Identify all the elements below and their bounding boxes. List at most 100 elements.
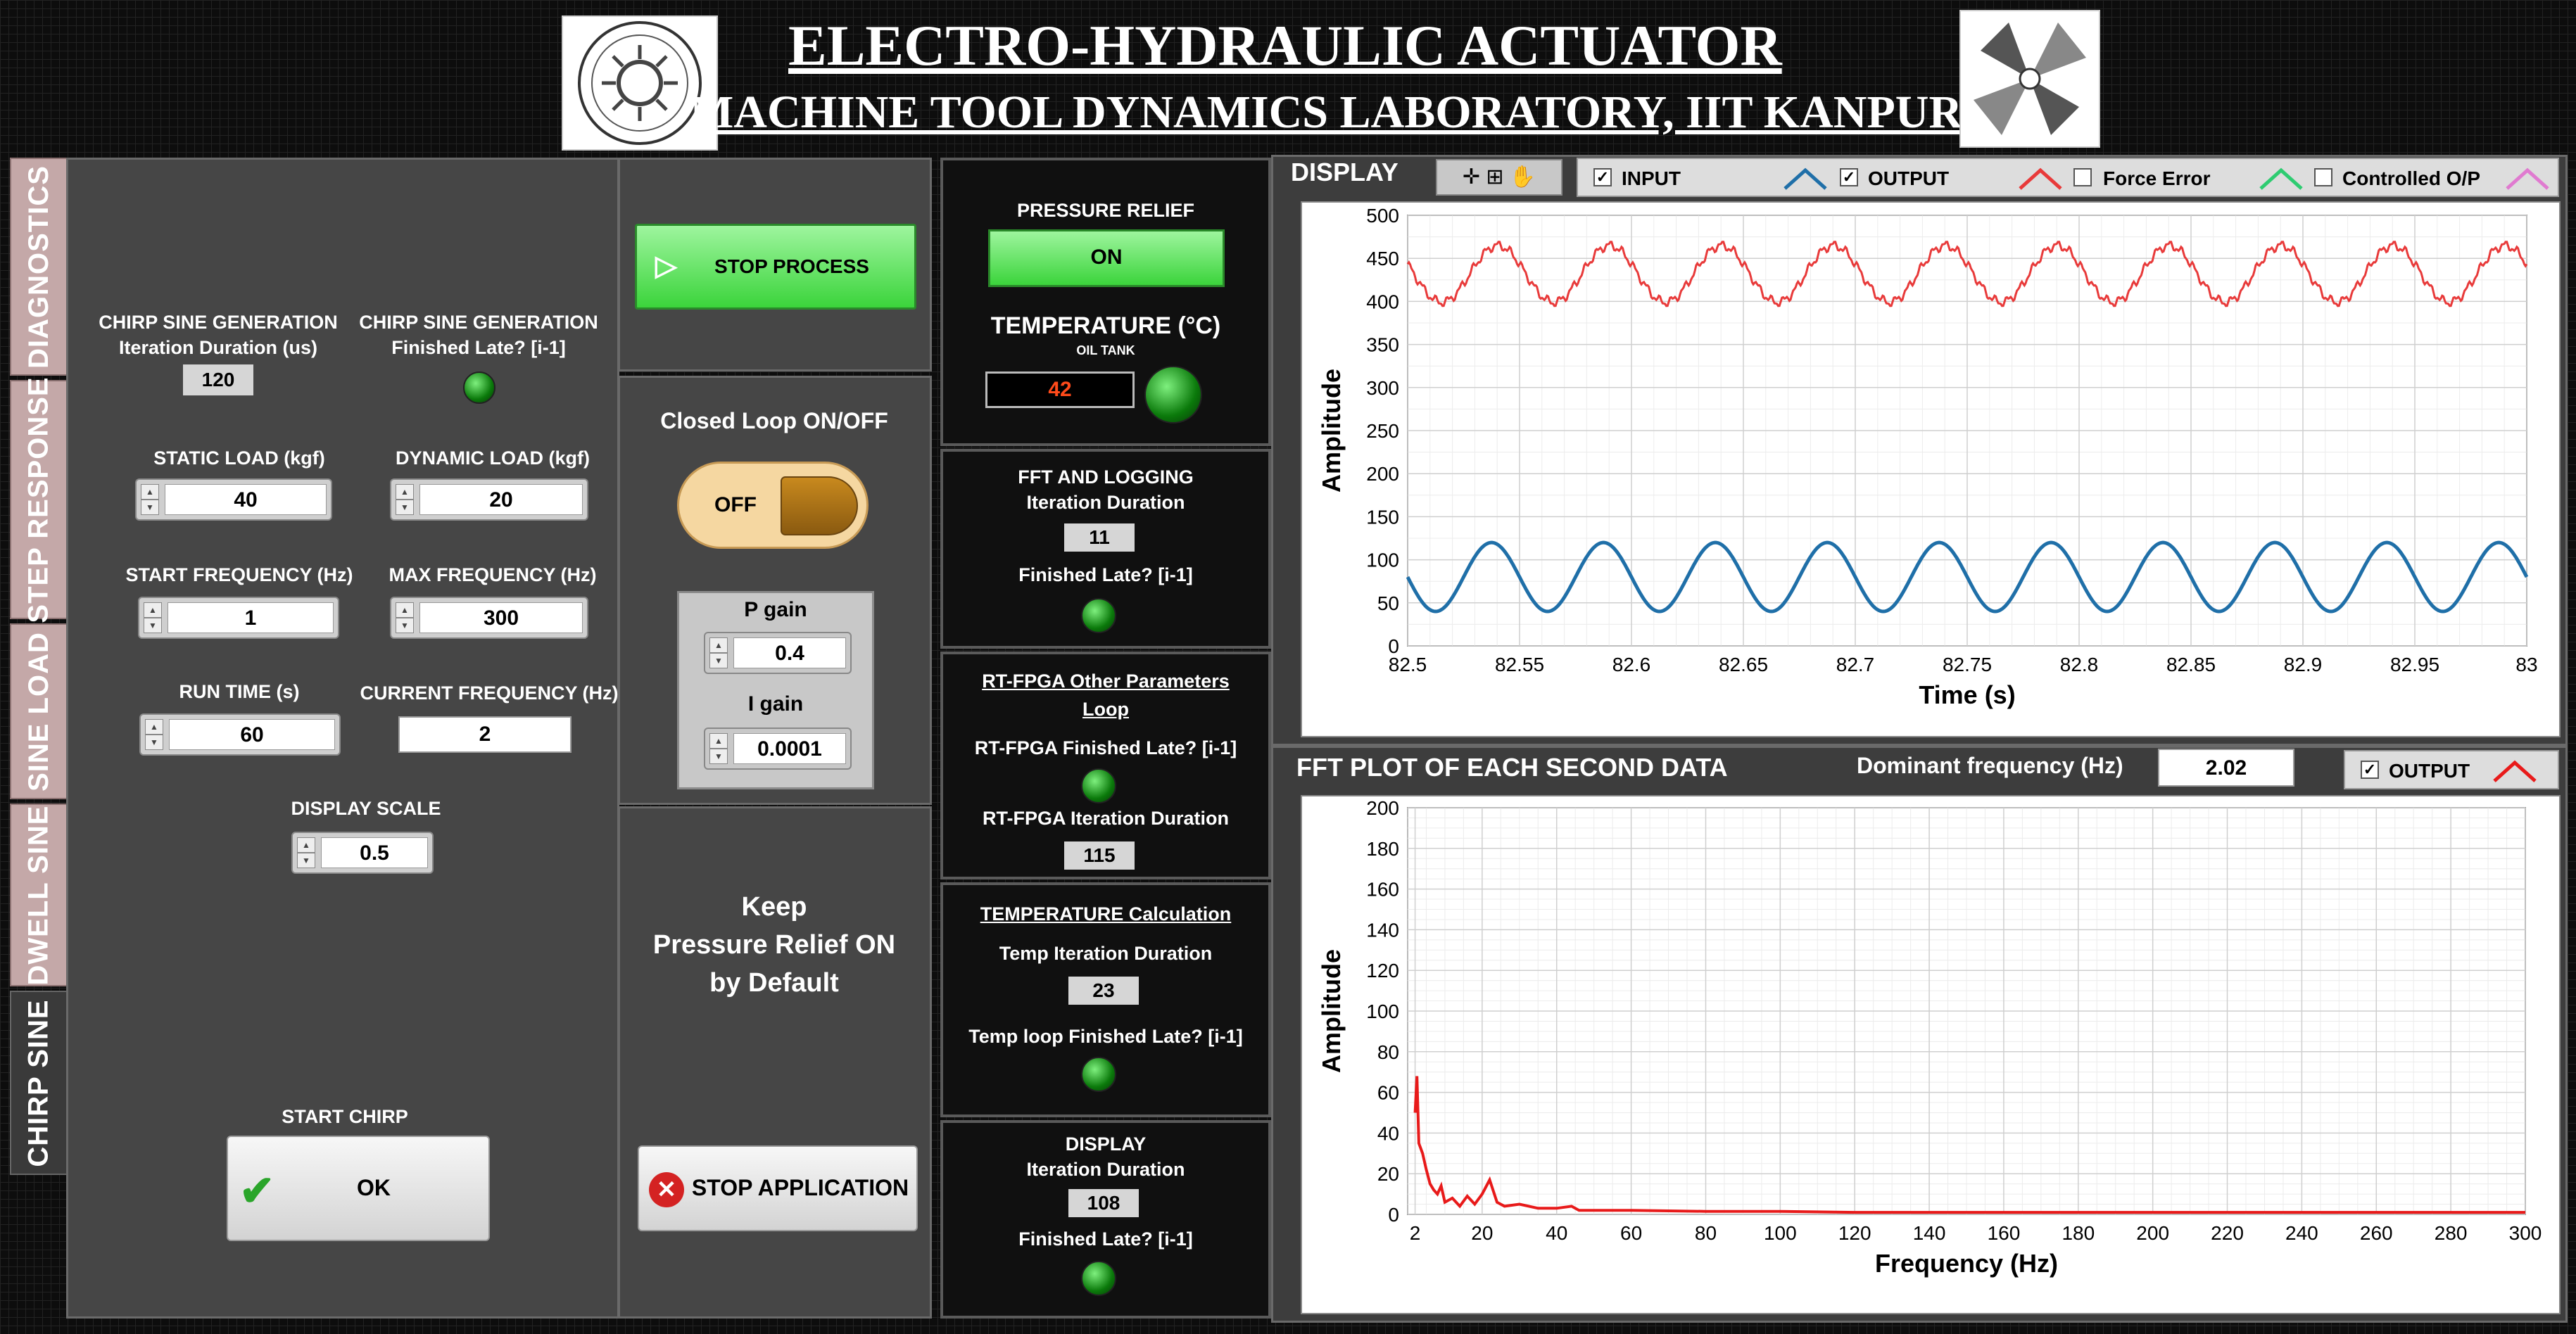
closed-loop-toggle[interactable]: OFF [677,462,869,549]
toggle-knob-icon [781,476,858,535]
temp-late-led [1081,1057,1116,1092]
max-frequency-stepper[interactable]: ▲ ▼ 300 [390,597,588,639]
start-frequency-input[interactable]: 1 [168,602,334,633]
tab-sine-load[interactable]: SINE LOAD [10,623,66,799]
y-tick-label: 450 [1366,248,1399,269]
stop-application-label: STOP APPLICATION [691,1175,909,1200]
chirp-late-label: CHIRP SINE GENERATION Finished Late? [i-1… [359,312,598,358]
iitk-logo [562,15,718,151]
start-frequency-stepper[interactable]: ▲ ▼ 1 [138,597,339,639]
run-time-input[interactable]: 60 [169,719,335,750]
start-frequency-label: START FREQUENCY (Hz) [125,564,353,585]
run-time-stepper[interactable]: ▲ ▼ 60 [139,713,341,756]
p-gain-stepper[interactable]: ▲ ▼ 0.4 [704,632,852,674]
y-tick-label: 40 [1377,1122,1399,1144]
x-tick-label: 82.7 [1836,654,1875,675]
legend-output-label: OUTPUT [1868,167,1950,189]
stepper-arrows-icon[interactable]: ▲ ▼ [144,602,162,633]
crosshair-icon[interactable]: ✛ [1462,165,1480,189]
x-tick-label: 82.75 [1943,654,1992,675]
fft-chart: 200 180 160 140 120 100 80 60 40 20 0 2 20 40 60 80 100 1… [1301,795,2561,1314]
display-legend: ✓ INPUT ✓ OUTPUT Force Error Controlled … [1577,158,2559,197]
legend-input-swatch [1783,167,1827,190]
zoom-icon[interactable]: ⊞ [1486,165,1504,189]
x-tick-label: 180 [2062,1222,2095,1244]
x-tick-label: 82.6 [1612,654,1651,675]
static-load-input[interactable]: 40 [165,484,327,515]
stepper-arrows-icon[interactable]: ▲ ▼ [396,484,414,515]
p-gain-label: P gain [744,598,807,621]
stop-x-icon: ✕ [649,1172,684,1207]
y-tick-label: 200 [1366,797,1399,819]
fft-plot-title: FFT PLOT OF EACH SECOND DATA [1296,753,1728,782]
temperature-calc-title: TEMPERATURE Calculation [980,903,1232,925]
tab-step-response[interactable]: STEP RESPONSE [10,376,66,623]
legend-controlled-op-checkbox[interactable] [2314,168,2332,186]
chirp-iter-value: 120 [183,364,253,395]
x-tick-label: 100 [1764,1222,1797,1244]
input-series-line [1406,540,2529,614]
display-iter-value: 108 [1068,1189,1139,1217]
rt-iter-value: 115 [1064,841,1135,870]
i-gain-stepper[interactable]: ▲ ▼ 0.0001 [704,728,852,770]
chirp-iter-label: CHIRP SINE GENERATION Iteration Duration … [99,312,338,358]
stop-application-button[interactable]: ✕ STOP APPLICATION [638,1145,918,1231]
pressure-relief-state: ON [1090,246,1123,269]
tab-diagnostics[interactable]: DIAGNOSTICS [10,158,66,376]
temperature-led [1144,366,1202,424]
i-gain-input[interactable]: 0.0001 [733,733,846,764]
fft-output-series-line [1413,1076,2525,1214]
stepper-arrows-icon[interactable]: ▲ ▼ [141,484,159,515]
temp-late-label: Temp loop Finished Late? [i-1] [968,1026,1243,1047]
static-load-stepper[interactable]: ▲ ▼ 40 [135,478,332,521]
graph-tool-palette[interactable]: ✛ ⊞ ✋ [1436,159,1562,196]
y-tick-label: 400 [1366,291,1399,312]
y-tick-label: 0 [1388,635,1399,657]
display-scale-stepper[interactable]: ▲ ▼ 0.5 [291,832,434,874]
y-tick-label: 50 [1377,592,1399,614]
closed-loop-label: Closed Loop ON/OFF [660,408,888,433]
x-tick-label: 82.9 [2284,654,2323,675]
legend-input-checkbox[interactable]: ✓ [1593,168,1612,186]
dynamic-load-input[interactable]: 20 [419,484,583,515]
start-chirp-ok-button[interactable]: ✔ OK [227,1136,490,1241]
x-tick-label: 240 [2285,1222,2318,1244]
x-tick-label: 260 [2360,1222,2393,1244]
fft-legend-output-checkbox[interactable]: ✓ [2361,761,2379,779]
pressure-relief-button[interactable]: ON [988,229,1225,287]
display-scale-input[interactable]: 0.5 [321,837,428,868]
display-plot-title: DISPLAY [1291,158,1399,186]
legend-force-error-label: Force Error [2103,167,2211,189]
oil-tank-label: OIL TANK [1076,343,1135,357]
p-gain-input[interactable]: 0.4 [733,637,846,668]
x-tick-label: 60 [1620,1222,1642,1244]
stepper-arrows-icon[interactable]: ▲ ▼ [396,602,414,633]
tab-chirp-sine[interactable]: CHIRP SINE [10,991,66,1175]
x-tick-label: 82.85 [2166,654,2216,675]
pan-hand-icon[interactable]: ✋ [1509,165,1536,189]
stepper-arrows-icon[interactable]: ▲ ▼ [145,719,163,750]
stop-process-button[interactable]: ▷ STOP PROCESS [635,224,916,310]
y-tick-label: 150 [1366,506,1399,528]
legend-force-error-checkbox[interactable] [2073,168,2092,186]
rt-fpga-title: RT-FPGA Other Parameters Loop [982,671,1230,720]
x-tick-label: 80 [1695,1222,1717,1244]
app-title-line1: ELECTRO-HYDRAULIC ACTUATOR [788,13,1782,77]
x-tick-label: 83 [2515,654,2537,675]
legend-output-checkbox[interactable]: ✓ [1840,168,1858,186]
stepper-arrows-icon[interactable]: ▲ ▼ [709,733,728,764]
display-chart: 500 450 400 350 300 250 200 150 100 50 0 82.5 82.55 8… [1301,201,2561,737]
dynamic-load-stepper[interactable]: ▲ ▼ 20 [390,478,588,521]
max-frequency-input[interactable]: 300 [419,602,583,633]
current-frequency-label: CURRENT FREQUENCY (Hz) [360,682,619,704]
stepper-arrows-icon[interactable]: ▲ ▼ [709,637,728,668]
output-series-line [1406,241,2528,307]
temperature-value: 42 [985,371,1135,408]
stepper-arrows-icon[interactable]: ▲ ▼ [297,837,315,868]
tab-dwell-sine[interactable]: DWELL SINE [10,803,66,986]
legend-controlled-op-label: Controlled O/P [2342,167,2480,189]
rt-late-led [1081,768,1116,803]
fft-legend-output-label: OUTPUT [2389,760,2470,782]
y-tick-label: 300 [1366,377,1399,399]
y-tick-label: 20 [1377,1163,1399,1185]
